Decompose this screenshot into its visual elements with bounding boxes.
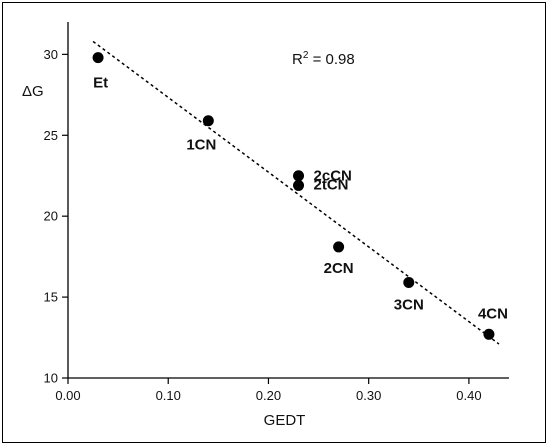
trendline	[92, 40, 500, 345]
data-point-label: 4CN	[478, 305, 508, 322]
x-tick-label: 0.20	[256, 388, 281, 403]
data-point-label: 2CN	[324, 260, 354, 277]
y-tick-label: 15	[44, 290, 58, 305]
points-layer	[92, 52, 495, 340]
y-tick-label: 30	[44, 47, 58, 62]
axes: 10 15 20 25 30 0.00 0.10 0.20 0.30 0.40	[44, 22, 509, 403]
data-point-label: 3CN	[394, 297, 424, 314]
r-squared-value: = 0.98	[308, 51, 354, 68]
r-squared-superscript: 2	[303, 50, 309, 61]
y-tick-label: 20	[44, 209, 58, 224]
data-point	[403, 277, 415, 289]
x-tick-label: 0.10	[156, 388, 181, 403]
data-point-label: 1CN	[186, 137, 216, 154]
y-axis-title: ΔG	[22, 83, 44, 100]
r-squared-symbol: R	[292, 51, 303, 68]
data-point	[333, 241, 345, 253]
x-axis-title: GEDT	[264, 412, 306, 429]
data-point-label: 2tCN	[314, 176, 349, 193]
figure-frame	[2, 2, 546, 443]
data-point	[483, 328, 495, 340]
x-tick-label: 0.40	[456, 388, 481, 403]
data-point	[293, 179, 305, 191]
data-point-label: 2cCN	[314, 168, 352, 185]
data-point-label: Et	[93, 75, 108, 92]
r-squared-annotation: R2 = 0.98	[292, 50, 355, 68]
x-tick-label: 0.30	[356, 388, 381, 403]
data-point	[293, 170, 305, 182]
data-point	[202, 115, 214, 127]
y-tick-label: 10	[44, 371, 58, 386]
y-tick-label: 25	[44, 128, 58, 143]
data-point	[92, 52, 104, 64]
trendline-layer	[92, 40, 500, 345]
x-tick-label: 0.00	[55, 388, 80, 403]
